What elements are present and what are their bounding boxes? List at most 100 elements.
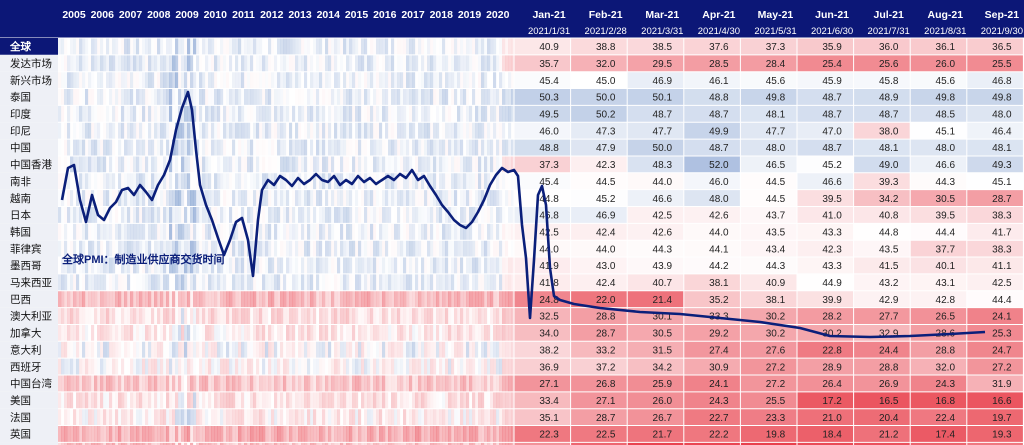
hist-strip: [289, 307, 293, 325]
hist-strip: [421, 122, 425, 140]
month-cell: [627, 425, 684, 443]
cell-value-label: 35.2: [709, 295, 729, 306]
hist-strip: [412, 71, 416, 89]
hist-strip: [202, 273, 206, 291]
hist-strip: [244, 88, 248, 106]
hist-strip: [235, 88, 239, 106]
hist-strip: [328, 290, 332, 308]
hist-strip: [325, 273, 329, 291]
hist-strip: [313, 324, 317, 342]
hist-strip: [310, 223, 314, 241]
hist-strip: [388, 324, 392, 342]
hist-strip: [289, 391, 293, 409]
hist-strip: [340, 54, 344, 72]
row-label: 马来西亚: [10, 277, 52, 289]
hist-strip: [373, 88, 377, 106]
cell-value-label: 22.3: [539, 430, 559, 441]
hist-strip: [301, 38, 305, 55]
hist-strip: [235, 375, 239, 392]
hist-strip: [298, 408, 302, 426]
hist-strip: [64, 358, 68, 375]
hist-strip: [100, 273, 104, 291]
hist-strip: [481, 122, 485, 140]
hist-strip: [364, 257, 368, 274]
hist-strip: [469, 223, 473, 241]
hist-strip: [409, 307, 413, 325]
month-cell: [966, 189, 1024, 207]
hist-strip: [133, 54, 137, 72]
hist-strip: [433, 139, 437, 156]
hist-strip: [379, 375, 383, 392]
hist-strip: [418, 38, 422, 55]
hist-strip: [301, 240, 305, 258]
hist-strip: [94, 223, 98, 241]
hist-strip: [316, 324, 320, 342]
hist-strip: [304, 257, 308, 274]
hist-strip: [148, 324, 152, 342]
hist-strip: [364, 408, 368, 426]
hist-strip: [127, 442, 131, 445]
hist-strip: [187, 155, 191, 173]
hist-strip: [172, 358, 176, 375]
hist-strip: [157, 425, 161, 443]
row-label-cell: [0, 155, 58, 173]
hist-strip: [343, 257, 347, 274]
hist-strip: [196, 240, 200, 258]
hist-strip: [403, 88, 407, 106]
cell-value-label: 31.9: [992, 379, 1012, 390]
hist-strip: [235, 240, 239, 258]
hist-strip: [199, 122, 203, 140]
hist-strip: [70, 408, 74, 426]
hist-strip: [439, 375, 443, 392]
row-label: 日本: [10, 209, 31, 222]
hist-strip: [310, 172, 314, 190]
hist-strip: [490, 71, 494, 89]
hist-strip: [307, 54, 311, 72]
hist-strip: [226, 223, 230, 241]
hist-strip: [394, 341, 398, 359]
hist-strip: [151, 240, 155, 258]
hist-strip: [58, 358, 62, 375]
hist-strip: [58, 240, 62, 258]
hist-strip: [424, 105, 428, 123]
hist-strip: [106, 122, 110, 140]
hist-strip: [385, 290, 389, 308]
hist-strip: [136, 54, 140, 72]
hist-strip: [238, 105, 242, 123]
hist-strip: [502, 38, 506, 55]
hist-strip: [502, 307, 506, 325]
hist-strip: [283, 391, 287, 409]
cell-value-label: 34.2: [879, 194, 899, 205]
hist-strip: [448, 139, 452, 156]
hist-strip: [337, 223, 341, 241]
hist-strip: [379, 358, 383, 375]
hist-strip: [298, 358, 302, 375]
hist-strip: [82, 223, 86, 241]
hist-strip: [85, 273, 89, 291]
cell-value-label: 48.7: [709, 143, 729, 154]
hist-strip: [118, 257, 122, 274]
hist-strip: [172, 257, 176, 274]
row-label-cell: [0, 206, 58, 224]
hist-strip: [436, 38, 440, 55]
hist-strip: [67, 375, 71, 392]
hist-strip: [280, 290, 284, 308]
cell-value-label: 43.4: [766, 244, 786, 255]
hist-strip: [160, 240, 164, 258]
hist-strip: [181, 307, 185, 325]
hist-strip: [253, 189, 257, 207]
hist-strip: [175, 139, 179, 156]
cell-value-label: 28.7: [596, 329, 616, 340]
hist-strip: [292, 408, 296, 426]
hist-strip: [271, 425, 275, 443]
hist-strip: [226, 155, 230, 173]
hist-strip: [94, 155, 98, 173]
hist-strip: [451, 206, 455, 224]
hist-strip: [211, 223, 215, 241]
hist-strip: [280, 442, 284, 445]
month-cell: [627, 324, 684, 342]
hist-strip: [343, 88, 347, 106]
hist-strip: [256, 189, 260, 207]
hist-strip: [229, 88, 233, 106]
hist-strip: [508, 88, 512, 106]
